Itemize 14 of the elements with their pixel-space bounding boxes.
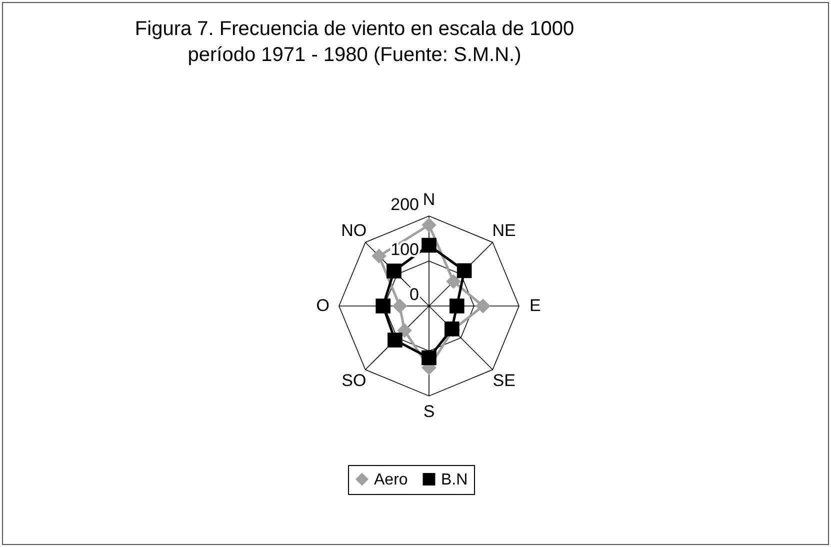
spoke-label: E [530, 296, 541, 315]
spoke-label: O [316, 296, 330, 315]
spoke-label: SO [342, 371, 366, 390]
spoke-label: NO [341, 220, 367, 240]
y-tick-label: 100 [390, 240, 419, 259]
chart-title: Figura 7. Frecuencia de viento en escala de 1000 período 1971 - 1980 (Fuente: S.M.N.) [134, 18, 574, 66]
legend-label: B.N [441, 471, 468, 488]
y-tick-label: 0 [410, 285, 419, 304]
legend-label: Aero [374, 471, 408, 488]
y-tick-label: 200 [390, 195, 419, 214]
spoke-label: N [422, 190, 436, 209]
spoke-label: S [423, 402, 435, 422]
spoke-label: NE [492, 220, 516, 240]
spoke-label: SE [492, 371, 516, 390]
